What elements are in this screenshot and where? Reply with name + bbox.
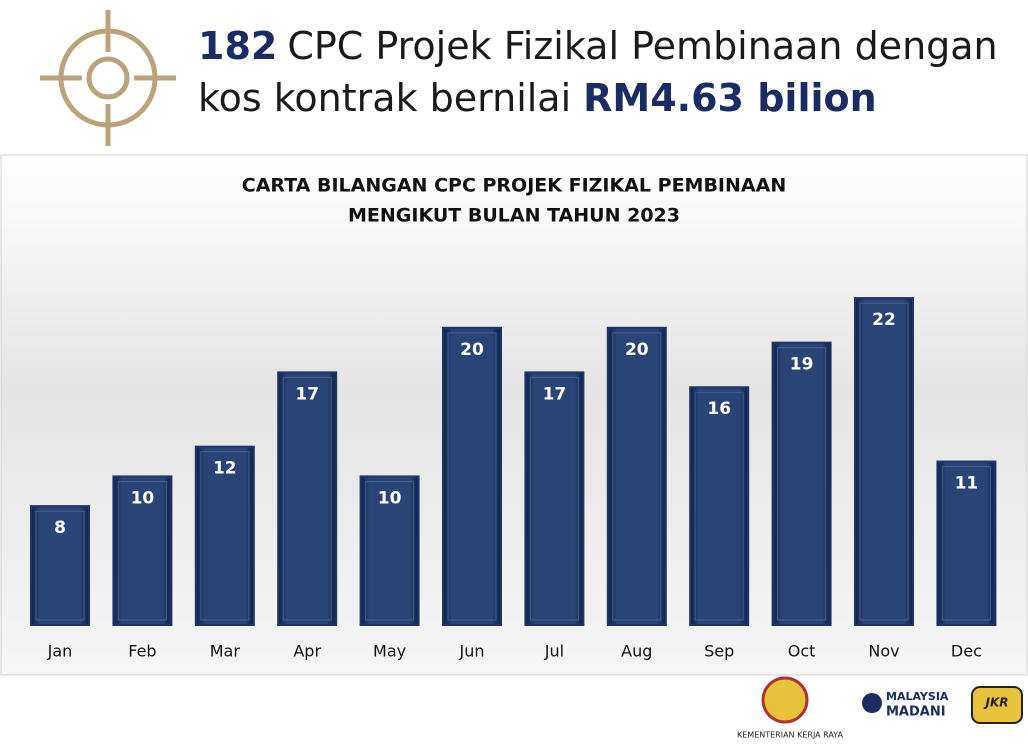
data-label: 11 bbox=[955, 474, 979, 494]
amount: RM4.63 bilion bbox=[583, 76, 877, 120]
data-label: 17 bbox=[543, 384, 567, 404]
jkr-logo bbox=[971, 686, 1023, 724]
x-tick-label: Aug bbox=[621, 642, 652, 661]
x-tick-label: Jul bbox=[544, 642, 564, 661]
bar bbox=[112, 475, 173, 626]
data-label: 20 bbox=[625, 340, 649, 360]
data-label: 17 bbox=[295, 384, 319, 404]
bar-bevel bbox=[282, 376, 332, 621]
data-label: 20 bbox=[460, 340, 484, 360]
bar bbox=[277, 371, 338, 626]
jkr: JKR bbox=[983, 696, 1008, 710]
data-label: 16 bbox=[707, 399, 731, 419]
count: 182 bbox=[198, 24, 277, 68]
bar bbox=[689, 386, 750, 626]
bar bbox=[30, 505, 90, 626]
x-tick-label: May bbox=[373, 642, 406, 661]
x-tick-label: Feb bbox=[128, 642, 156, 661]
x-tick-label: Sep bbox=[704, 642, 734, 661]
bar-bevel bbox=[117, 480, 167, 621]
bar-bevel bbox=[529, 376, 579, 621]
bar bbox=[194, 445, 255, 626]
chart-title: CARTA BILANGAN CPC PROJEK FIZIKAL PEMBIN… bbox=[242, 175, 786, 197]
x-tick-label: Oct bbox=[788, 642, 816, 661]
bar-bevel bbox=[694, 391, 744, 621]
headline-text: kos kontrak bernilai bbox=[198, 76, 571, 120]
bar-bevel bbox=[859, 302, 909, 621]
x-tick-label: Apr bbox=[293, 642, 321, 661]
x-tick-label: Nov bbox=[868, 642, 899, 661]
bar bbox=[854, 297, 914, 626]
chart-title: MENGIKUT BULAN TAHUN 2023 bbox=[348, 205, 680, 227]
x-tick-label: Jan bbox=[47, 642, 73, 661]
data-label: 10 bbox=[131, 488, 155, 508]
bars: 8 Jan 10 Feb 12 Mar 17 Apr 10 May 20 Jun 17 Jul 20 Aug 1… bbox=[30, 297, 997, 661]
data-label: 19 bbox=[790, 355, 814, 375]
bar-bevel bbox=[777, 347, 827, 621]
madani: MALAYSIA bbox=[886, 690, 949, 703]
bar-bevel bbox=[941, 466, 991, 621]
data-label: 12 bbox=[213, 459, 237, 479]
bar bbox=[936, 460, 997, 627]
x-tick-label: Dec bbox=[951, 642, 982, 661]
headline-text: CPC Projek Fizikal Pembinaan dengan bbox=[287, 24, 997, 68]
bar-bevel bbox=[612, 332, 662, 621]
headline-1: 182 CPC Projek Fizikal Pembinaan dengan bbox=[198, 24, 998, 68]
x-tick-label: Mar bbox=[210, 642, 241, 661]
bar-bevel bbox=[200, 451, 250, 621]
bar bbox=[359, 475, 420, 626]
ministry: KEMENTERIAN KERJA RAYA bbox=[737, 731, 844, 740]
target-icon bbox=[40, 10, 176, 146]
bar bbox=[606, 326, 667, 626]
bar bbox=[771, 341, 832, 626]
data-label: 22 bbox=[872, 310, 896, 330]
bar bbox=[524, 371, 585, 626]
bar-bevel bbox=[35, 510, 85, 621]
footer-logos: KEMENTERIAN KERJA RAYA MALAYSIA MADANI J… bbox=[737, 676, 1023, 740]
data-label: 10 bbox=[378, 488, 402, 508]
crest bbox=[761, 676, 809, 724]
bar-bevel bbox=[365, 480, 415, 621]
data-label: 8 bbox=[54, 518, 66, 538]
x-tick-label: Jun bbox=[459, 642, 485, 661]
madani: MADANI bbox=[886, 705, 946, 720]
bar-bevel bbox=[447, 332, 497, 621]
madani-icon bbox=[862, 693, 882, 713]
bar bbox=[442, 326, 502, 626]
headline-2: kos kontrak bernilai RM4.63 bilion bbox=[198, 76, 877, 120]
